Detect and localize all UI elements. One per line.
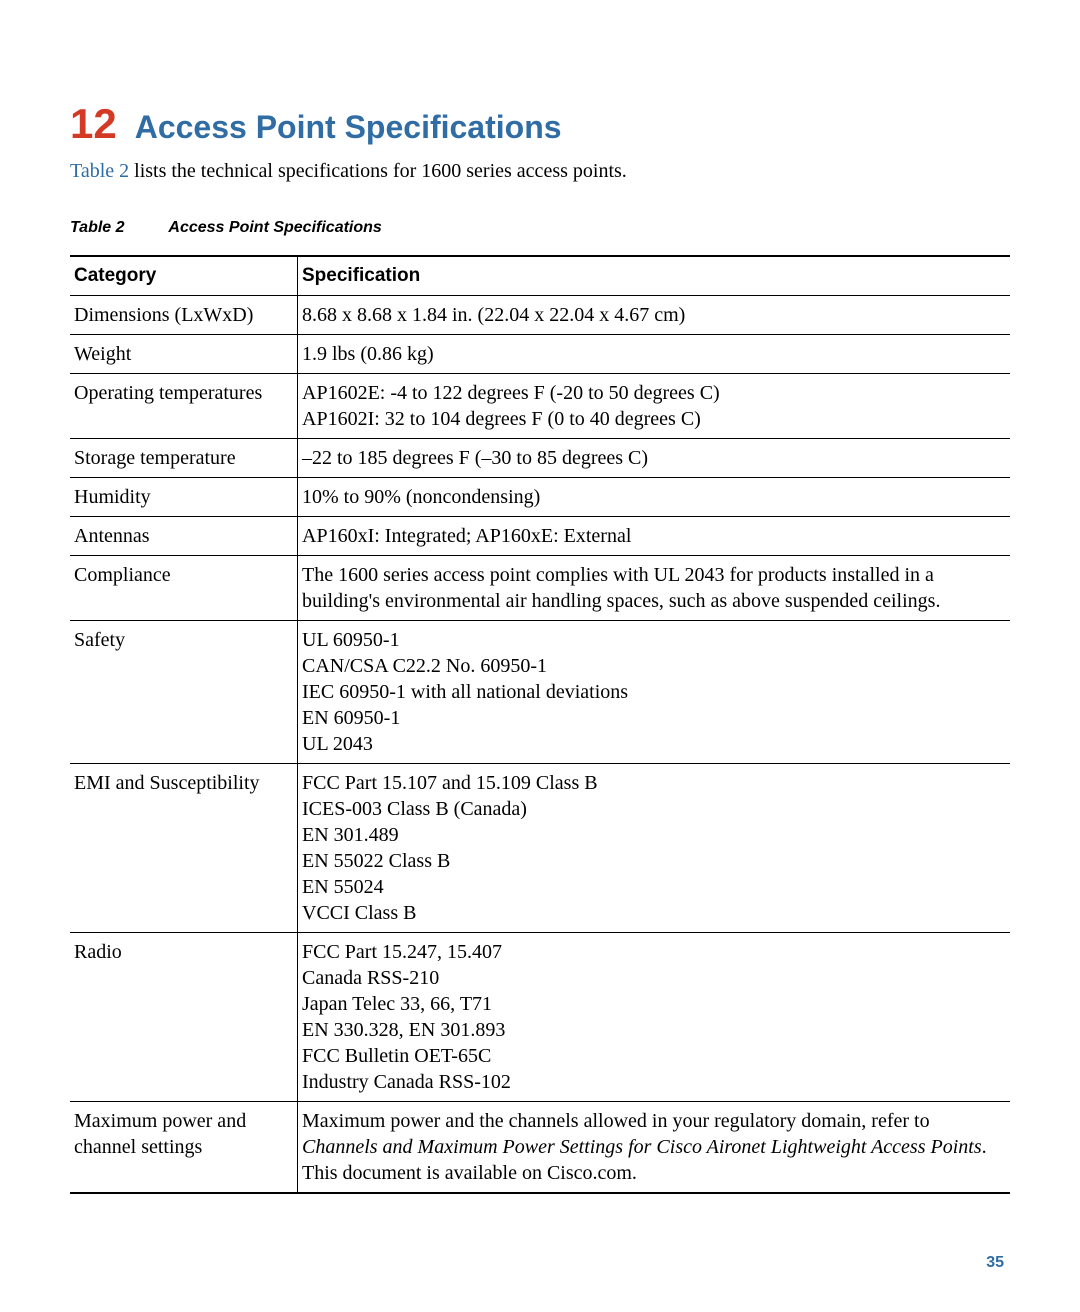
table-row: Radio FCC Part 15.247, 15.407 Canada RSS… <box>70 933 1010 1102</box>
page: 12 Access Point Specifications Table 2 l… <box>0 0 1080 1312</box>
cell-category: Safety <box>70 621 298 764</box>
cell-spec: 10% to 90% (noncondensing) <box>298 478 1011 517</box>
column-header-category: Category <box>70 256 298 296</box>
table-reference-link[interactable]: Table 2 <box>70 160 129 182</box>
cell-spec: Maximum power and the channels allowed i… <box>298 1102 1011 1194</box>
cell-spec: –22 to 185 degrees F (–30 to 85 degrees … <box>298 439 1011 478</box>
table-caption-label: Table 2 <box>70 219 125 236</box>
cell-spec: FCC Part 15.107 and 15.109 Class B ICES-… <box>298 764 1011 933</box>
cell-category: Maximum power and channel settings <box>70 1102 298 1194</box>
cell-category: Weight <box>70 335 298 374</box>
table-row: Weight 1.9 lbs (0.86 kg) <box>70 335 1010 374</box>
cell-category: Operating temperatures <box>70 374 298 439</box>
table-row: Antennas AP160xI: Integrated; AP160xE: E… <box>70 517 1010 556</box>
page-number: 35 <box>70 1254 1010 1272</box>
column-header-specification: Specification <box>298 256 1011 296</box>
specifications-table: Category Specification Dimensions (LxWxD… <box>70 255 1010 1194</box>
chapter-heading: 12 Access Point Specifications <box>70 100 1010 148</box>
cell-spec: AP160xI: Integrated; AP160xE: External <box>298 517 1011 556</box>
table-row: Compliance The 1600 series access point … <box>70 556 1010 621</box>
table-row: Dimensions (LxWxD) 8.68 x 8.68 x 1.84 in… <box>70 296 1010 335</box>
table-row: Humidity 10% to 90% (noncondensing) <box>70 478 1010 517</box>
cell-spec: 8.68 x 8.68 x 1.84 in. (22.04 x 22.04 x … <box>298 296 1011 335</box>
chapter-title: Access Point Specifications <box>135 109 562 145</box>
table-caption-title: Access Point Specifications <box>168 219 381 236</box>
cell-category: Dimensions (LxWxD) <box>70 296 298 335</box>
cell-category: Antennas <box>70 517 298 556</box>
cell-spec: FCC Part 15.247, 15.407 Canada RSS-210 J… <box>298 933 1011 1102</box>
cell-spec: 1.9 lbs (0.86 kg) <box>298 335 1011 374</box>
chapter-number: 12 <box>70 100 117 147</box>
spec-italic: Channels and Maximum Power Settings for … <box>302 1136 982 1158</box>
table-row: Safety UL 60950-1 CAN/CSA C22.2 No. 6095… <box>70 621 1010 764</box>
table-row: Storage temperature –22 to 185 degrees F… <box>70 439 1010 478</box>
intro-text: Table 2 lists the technical specificatio… <box>70 160 1010 183</box>
cell-spec: The 1600 series access point complies wi… <box>298 556 1011 621</box>
table-caption: Table 2 Access Point Specifications <box>70 219 1010 237</box>
spec-pre: Maximum power and the channels allowed i… <box>302 1110 930 1132</box>
cell-category: Compliance <box>70 556 298 621</box>
cell-category: Storage temperature <box>70 439 298 478</box>
cell-category: EMI and Susceptibility <box>70 764 298 933</box>
cell-category: Radio <box>70 933 298 1102</box>
intro-rest: lists the technical specifications for 1… <box>129 160 627 182</box>
table-row: Operating temperatures AP1602E: -4 to 12… <box>70 374 1010 439</box>
cell-spec: AP1602E: -4 to 122 degrees F (-20 to 50 … <box>298 374 1011 439</box>
table-row: EMI and Susceptibility FCC Part 15.107 a… <box>70 764 1010 933</box>
table-row: Maximum power and channel settings Maxim… <box>70 1102 1010 1194</box>
cell-spec: UL 60950-1 CAN/CSA C22.2 No. 60950-1 IEC… <box>298 621 1011 764</box>
cell-category: Humidity <box>70 478 298 517</box>
table-header-row: Category Specification <box>70 256 1010 296</box>
